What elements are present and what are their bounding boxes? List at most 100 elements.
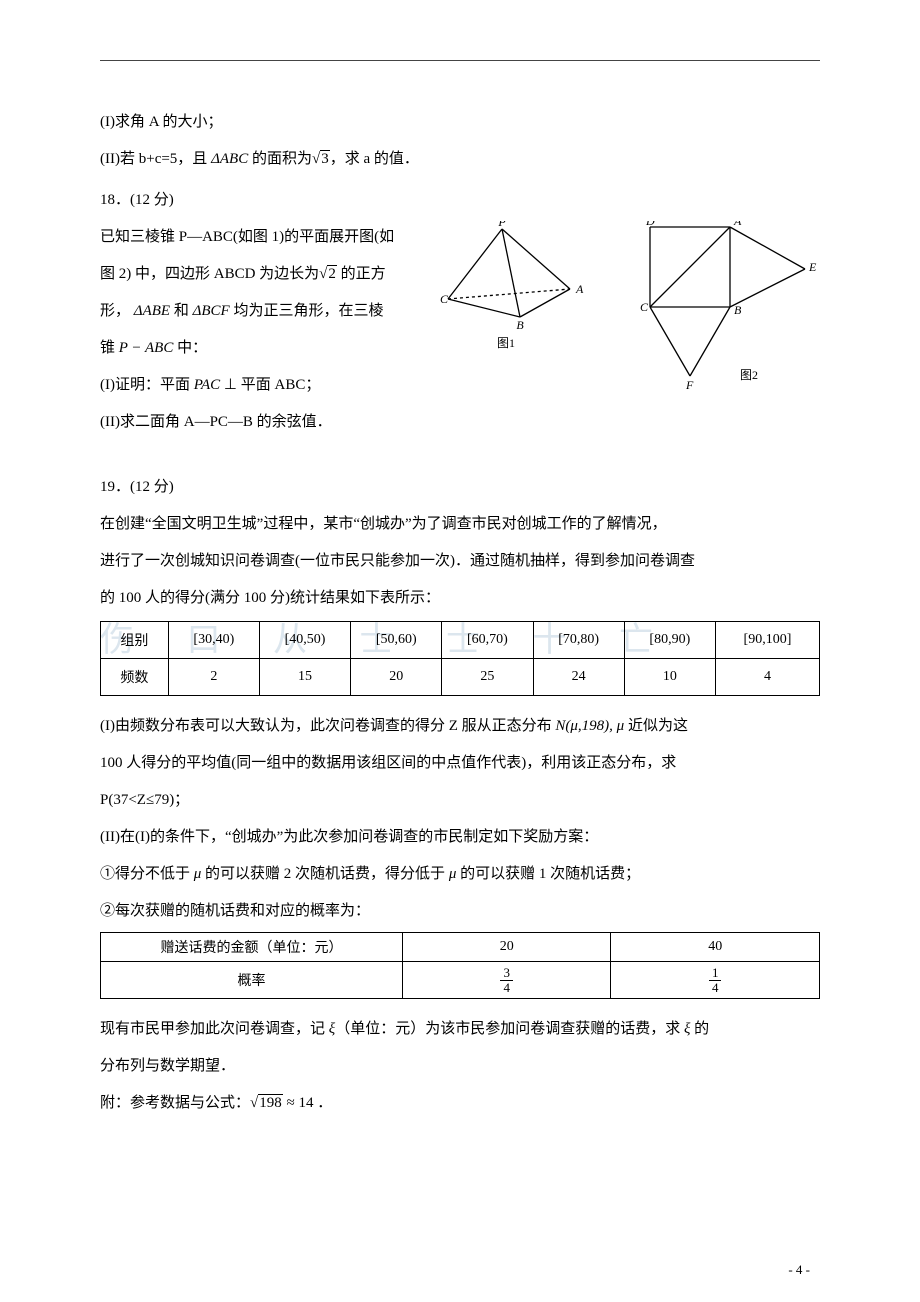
prob-r2c2: 14 — [611, 962, 820, 999]
freq-h4: [60,70) — [442, 622, 533, 659]
freq-d2: 20 — [351, 659, 442, 696]
freq-h7: [90,100] — [715, 622, 819, 659]
q19-p9: ②每次获赠的随机话费和对应的概率为： — [100, 895, 820, 928]
sqrt2: √2 — [319, 265, 337, 282]
freq-h3: [50,60) — [351, 622, 442, 659]
prob-r1c0: 赠送话费的金额（单位：元） — [101, 933, 403, 962]
q18-abe: ΔABE — [134, 303, 170, 319]
svg-text:F: F — [685, 378, 694, 392]
q18-l6: (II)求二面角 A—PC—B 的余弦值． — [100, 406, 820, 439]
q18-l4-post: 中： — [173, 340, 207, 356]
sqrt198-rad: 198 — [258, 1094, 283, 1111]
frac1-den: 4 — [500, 981, 513, 995]
q19-p11: 分布列与数学期望． — [100, 1050, 820, 1083]
q19-p8: ①得分不低于 μ 的可以获赠 2 次随机话费，得分低于 μ 的可以获赠 1 次随… — [100, 858, 820, 891]
prob-r1c1: 20 — [402, 933, 611, 962]
q18-pac: PAC — [194, 377, 220, 393]
freq-header-row: 组别 [30,40) [40,50) [50,60) [60,70) [70,8… — [101, 622, 820, 659]
q17-l2-pre: (II)若 b+c=5，且 — [100, 151, 211, 167]
freq-d4: 24 — [533, 659, 624, 696]
q18-figures: P A B C 图1 — [440, 221, 820, 396]
q18-l5-pre: (I)证明：平面 — [100, 377, 194, 393]
q18-and: 和 — [170, 303, 193, 319]
freq-d3: 25 — [442, 659, 533, 696]
q17-tri: ΔABC — [211, 151, 248, 167]
q19-p10-mid: （单位：元）为该市民参加问卷调查获赠的话费，求 — [335, 1021, 684, 1037]
freq-h0: 组别 — [101, 622, 169, 659]
probability-table: 赠送话费的金额（单位：元） 20 40 概率 34 14 — [100, 932, 820, 999]
freq-h2: [40,50) — [259, 622, 350, 659]
svg-text:D: D — [645, 221, 655, 228]
svg-text:A: A — [575, 282, 584, 296]
freq-h1: [30,40) — [168, 622, 259, 659]
frac2-num: 1 — [709, 966, 722, 981]
freq-d6: 4 — [715, 659, 819, 696]
q19-p5: 100 人得分的平均值(同一组中的数据用该组区间的中点值作代表)，利用该正态分布… — [100, 747, 820, 780]
q19-p12: 附：参考数据与公式：√198 ≈ 14 ． — [100, 1087, 820, 1120]
q18-bcf: ΔBCF — [193, 303, 230, 319]
svg-text:图1: 图1 — [497, 336, 515, 350]
prob-r2c1: 34 — [402, 962, 611, 999]
freq-d5: 10 — [624, 659, 715, 696]
prob-r2c0: 概率 — [101, 962, 403, 999]
q19-p4-pre: (I)由频数分布表可以大致认为，此次问卷调查的得分 Z 服从正态分布 — [100, 718, 555, 734]
svg-text:B: B — [734, 303, 742, 317]
q19-p4: (I)由频数分布表可以大致认为，此次问卷调查的得分 Z 服从正态分布 N(μ,1… — [100, 710, 820, 743]
q18-l2-post: 的正方 — [337, 266, 386, 282]
q19-p10: 现有市民甲参加此次问卷调查，记 ξ（单位：元）为该市民参加问卷调查获赠的话费，求… — [100, 1013, 820, 1046]
svg-text:B: B — [516, 318, 524, 332]
freq-h5: [70,80) — [533, 622, 624, 659]
prob-row1: 赠送话费的金额（单位：元） 20 40 — [101, 933, 820, 962]
q18-l3-post: 均为正三角形，在三棱 — [230, 303, 384, 319]
q19-normal: N(μ,198), μ — [555, 718, 624, 734]
q19-p6: P(37<Z≤79)； — [100, 784, 820, 817]
q19-p3: 的 100 人的得分(满分 100 分)统计结果如下表所示： — [100, 582, 820, 615]
q18-l5-post: 平面 ABC； — [241, 377, 321, 393]
svg-text:E: E — [808, 260, 817, 274]
freq-d1: 15 — [259, 659, 350, 696]
q19-p10-post: 的 — [690, 1021, 709, 1037]
q19-header: 19．(12 分) — [100, 471, 820, 504]
frac1-num: 3 — [500, 966, 513, 981]
q18-pabc: P − ABC — [119, 340, 174, 356]
q19-p8-pre: ①得分不低于 — [100, 866, 194, 882]
q19-p1: 在创建“全国文明卫生城”过程中，某市“创城办”为了调查市民对创城工作的了解情况， — [100, 508, 820, 541]
freq-rl: 频数 — [101, 659, 169, 696]
sqrt198: √198 — [250, 1094, 283, 1111]
q17-l2-mid: 的面积为 — [248, 151, 312, 167]
frac2-den: 4 — [709, 981, 722, 995]
freq-d0: 2 — [168, 659, 259, 696]
q17-l2-post: ，求 a 的值． — [330, 151, 419, 167]
sqrt2-rad: 2 — [327, 265, 337, 282]
q19-p4-post: 近似为这 — [624, 718, 688, 734]
svg-text:C: C — [440, 292, 449, 306]
top-rule — [100, 60, 820, 61]
sqrt3-rad: 3 — [320, 150, 330, 167]
q18-header: 18．(12 分) — [100, 184, 820, 217]
page-number: - 4 - — [788, 1262, 810, 1278]
q18-perp: ⊥ — [220, 377, 241, 393]
prob-row2: 概率 34 14 — [101, 962, 820, 999]
q18-l2-pre: 图 2) 中，四边形 ABCD 为边长为 — [100, 266, 319, 282]
q19-p8-post: 的可以获赠 1 次随机话费； — [456, 866, 640, 882]
q18-svg: P A B C 图1 — [440, 221, 820, 396]
q19-p2: 进行了一次创城知识问卷调查(一位市民只能参加一次)．通过随机抽样，得到参加问卷调… — [100, 545, 820, 578]
frequency-table: 组别 [30,40) [40,50) [50,60) [60,70) [70,8… — [100, 621, 820, 696]
svg-text:图2: 图2 — [740, 368, 758, 382]
q17-part2: (II)若 b+c=5，且 ΔABC 的面积为√3，求 a 的值． — [100, 143, 820, 176]
svg-text:A: A — [733, 221, 742, 228]
svg-text:C: C — [640, 300, 649, 314]
prob-r1c2: 40 — [611, 933, 820, 962]
sqrt3: √3 — [312, 150, 330, 167]
freq-data-row: 频数 2 15 20 25 24 10 4 — [101, 659, 820, 696]
q17-part1: (I)求角 A 的大小； — [100, 106, 820, 139]
freq-h6: [80,90) — [624, 622, 715, 659]
q19-p10-pre: 现有市民甲参加此次问卷调查，记 — [100, 1021, 329, 1037]
q19-p7: (II)在(I)的条件下，“创城办”为此次参加问卷调查的市民制定如下奖励方案： — [100, 821, 820, 854]
q19-p8-mid: 的可以获赠 2 次随机话费，得分低于 — [201, 866, 449, 882]
svg-text:P: P — [497, 221, 506, 229]
q18-l4-pre: 锥 — [100, 340, 119, 356]
q18-l3-pre: 形， — [100, 303, 134, 319]
q19-approx: ≈ 14 ． — [283, 1095, 332, 1111]
q19-p12-pre: 附：参考数据与公式： — [100, 1095, 250, 1111]
